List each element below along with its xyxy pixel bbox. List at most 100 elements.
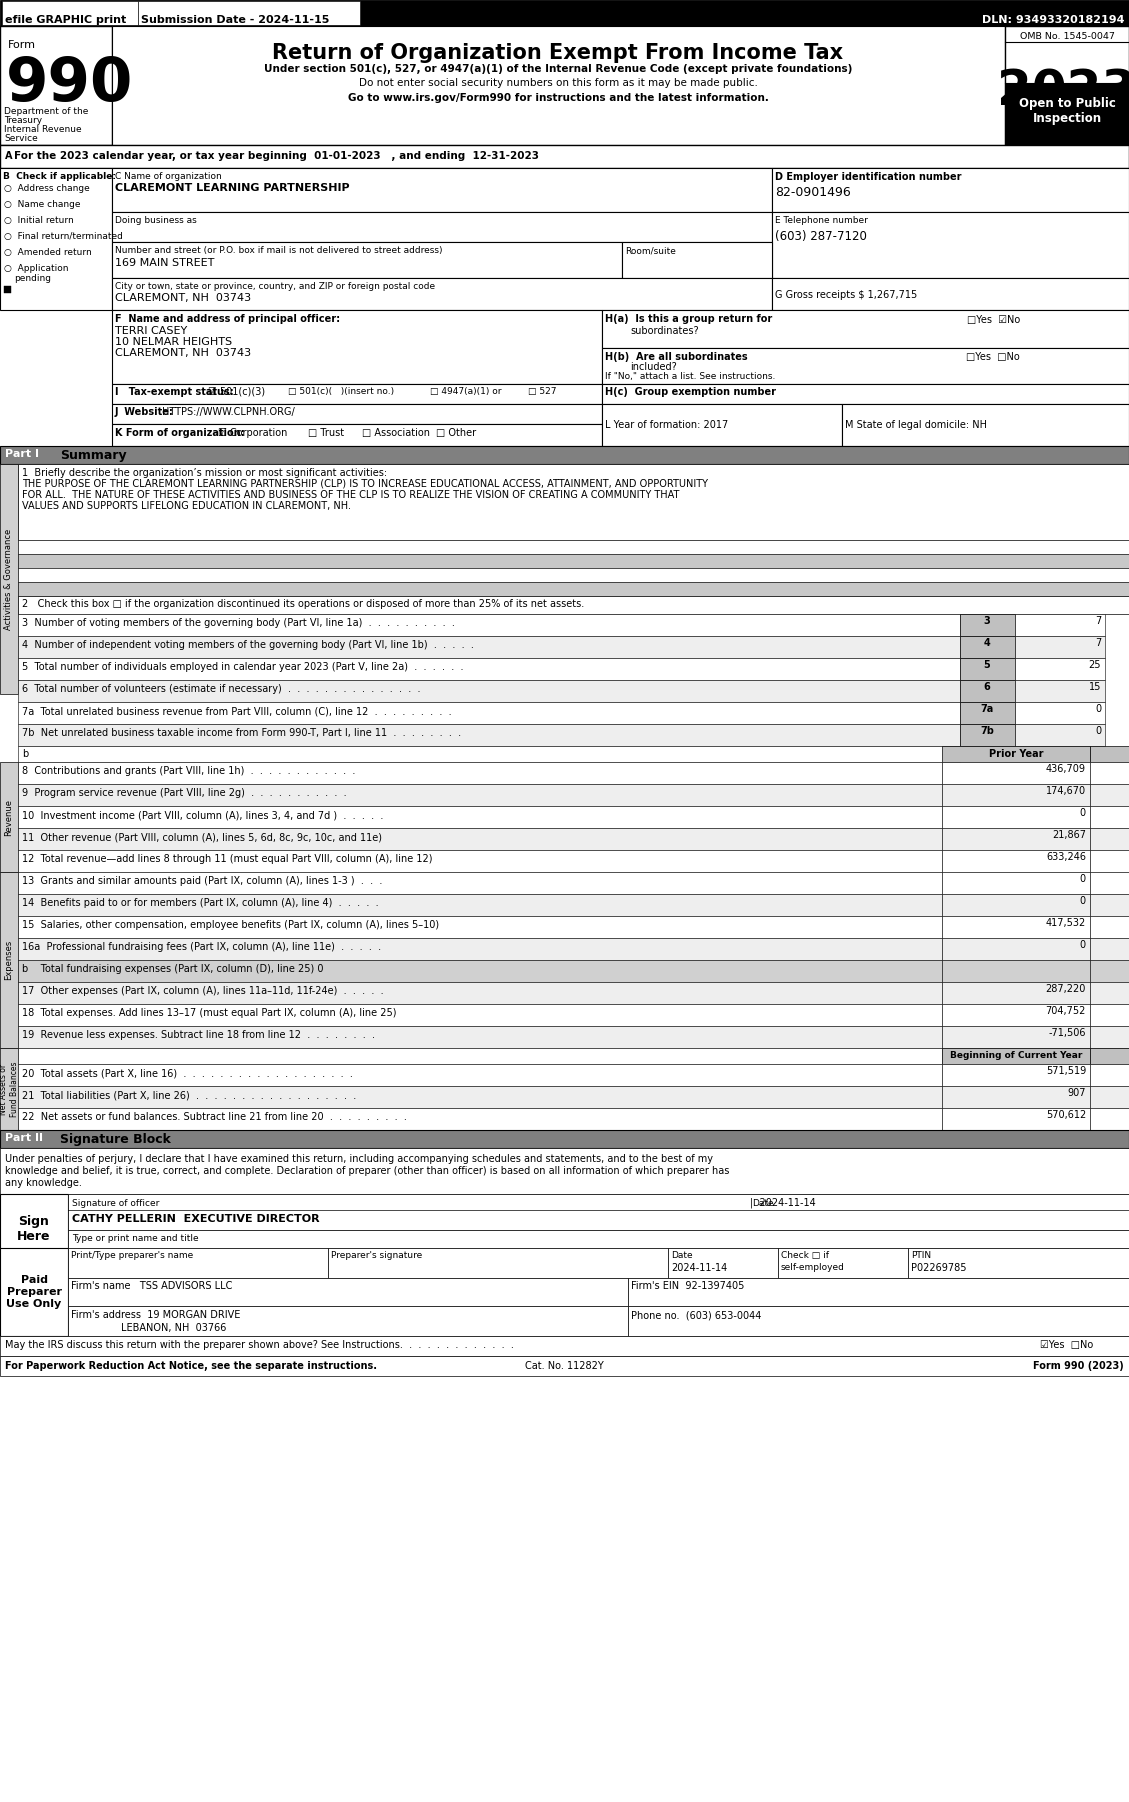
Bar	[778, 1249, 908, 1278]
Text: 4  Number of independent voting members of the governing body (Part VI, line 1b): 4 Number of independent voting members o…	[21, 640, 474, 651]
Text: b    Total fundraising expenses (Part IX, column (D), line 25) 0: b Total fundraising expenses (Part IX, c…	[21, 964, 324, 975]
Bar	[18, 805, 942, 827]
Text: ○  Application: ○ Application	[5, 265, 69, 272]
Bar	[772, 168, 1129, 213]
Text: □ Other: □ Other	[436, 429, 476, 438]
Bar	[18, 872, 942, 894]
Bar	[1089, 1025, 1129, 1049]
Bar	[1089, 1087, 1129, 1108]
Bar	[1005, 83, 1129, 144]
Bar	[18, 596, 1129, 614]
Bar	[18, 679, 960, 703]
Text: 82-0901496: 82-0901496	[774, 186, 851, 198]
Bar	[1089, 1004, 1129, 1025]
Text: 6  Total number of volunteers (estimate if necessary)  .  .  .  .  .  .  .  .  .: 6 Total number of volunteers (estimate i…	[21, 685, 420, 694]
Bar	[18, 724, 960, 746]
Bar	[18, 1004, 942, 1025]
Text: 22  Net assets or fund balances. Subtract line 21 from line 20  .  .  .  .  .  .: 22 Net assets or fund balances. Subtract…	[21, 1112, 406, 1123]
Text: □ 501(c)(   )(insert no.): □ 501(c)( )(insert no.)	[288, 387, 394, 396]
Bar	[942, 827, 1089, 851]
Bar	[0, 1335, 1129, 1355]
Bar	[1015, 636, 1105, 658]
Bar	[0, 1148, 1129, 1195]
Text: P02269785: P02269785	[911, 1263, 966, 1272]
Text: 19  Revenue less expenses. Subtract line 18 from line 12  .  .  .  .  .  .  .  .: 19 Revenue less expenses. Subtract line …	[21, 1031, 375, 1040]
Bar	[1089, 827, 1129, 851]
Text: City or town, state or province, country, and ZIP or foreign postal code: City or town, state or province, country…	[115, 281, 435, 290]
Text: Net Assets or
Fund Balances: Net Assets or Fund Balances	[0, 1061, 19, 1117]
Text: Department of the: Department of the	[5, 106, 88, 115]
Bar	[68, 1249, 329, 1278]
Text: any knowledge.: any knowledge.	[5, 1179, 82, 1188]
Bar	[772, 278, 1129, 310]
Bar	[0, 0, 1129, 25]
Bar	[1089, 805, 1129, 827]
Text: Submission Date - 2024-11-15: Submission Date - 2024-11-15	[141, 14, 330, 25]
Text: Doing business as: Doing business as	[115, 216, 196, 225]
Text: 8  Contributions and grants (Part VIII, line 1h)  .  .  .  .  .  .  .  .  .  .  : 8 Contributions and grants (Part VIII, l…	[21, 766, 356, 777]
Bar	[0, 872, 18, 1049]
Bar	[18, 894, 942, 915]
Text: ○  Name change: ○ Name change	[5, 200, 80, 209]
Bar	[0, 1195, 68, 1263]
Bar	[622, 241, 772, 278]
Text: CLAREMONT, NH  03743: CLAREMONT, NH 03743	[115, 348, 251, 359]
Text: E Telephone number: E Telephone number	[774, 216, 868, 225]
Bar	[18, 784, 942, 805]
Bar	[942, 784, 1089, 805]
Text: □ 4947(a)(1) or: □ 4947(a)(1) or	[430, 387, 501, 396]
Text: Cat. No. 11282Y: Cat. No. 11282Y	[525, 1361, 603, 1371]
Bar	[0, 1130, 1129, 1148]
Text: H(b)  Are all subordinates: H(b) Are all subordinates	[605, 351, 747, 362]
Text: 2023: 2023	[997, 67, 1129, 115]
Bar	[18, 703, 960, 724]
Text: 2   Check this box □ if the organization discontinued its operations or disposed: 2 Check this box □ if the organization d…	[21, 598, 584, 609]
Bar	[68, 1306, 628, 1335]
Text: 3: 3	[983, 616, 990, 625]
Bar	[112, 310, 602, 384]
Bar	[18, 762, 942, 784]
Text: Firm's address  19 MORGAN DRIVE: Firm's address 19 MORGAN DRIVE	[71, 1310, 240, 1321]
Bar	[942, 1004, 1089, 1025]
Text: 7a  Total unrelated business revenue from Part VIII, column (C), line 12  .  .  : 7a Total unrelated business revenue from…	[21, 706, 452, 715]
Bar	[18, 541, 1129, 553]
Text: Internal Revenue: Internal Revenue	[5, 124, 81, 133]
Text: 6: 6	[983, 681, 990, 692]
Bar	[942, 762, 1089, 784]
Bar	[18, 1063, 942, 1087]
Bar	[942, 1063, 1089, 1087]
Bar	[942, 1108, 1089, 1130]
Text: |  2024-11-14: | 2024-11-14	[750, 1197, 816, 1207]
Bar	[602, 404, 842, 447]
Text: 704,752: 704,752	[1045, 1006, 1086, 1016]
Bar	[0, 1249, 68, 1335]
Text: efile GRAPHIC print: efile GRAPHIC print	[5, 14, 126, 25]
Bar	[0, 144, 1129, 168]
Bar	[1015, 679, 1105, 703]
Bar	[18, 851, 942, 872]
Text: M State of legal domicile: NH: M State of legal domicile: NH	[844, 420, 987, 431]
Text: (603) 287-7120: (603) 287-7120	[774, 231, 867, 243]
Bar	[942, 1049, 1089, 1063]
Bar	[68, 1195, 1129, 1231]
Text: A: A	[5, 151, 12, 160]
Bar	[0, 25, 112, 144]
Bar	[18, 582, 1129, 596]
Text: CLAREMONT, NH  03743: CLAREMONT, NH 03743	[115, 294, 251, 303]
Bar	[942, 805, 1089, 827]
Text: Sign
Here: Sign Here	[17, 1215, 51, 1243]
Text: Do not enter social security numbers on this form as it may be made public.: Do not enter social security numbers on …	[359, 77, 758, 88]
Text: 1  Briefly describe the organization’s mission or most significant activities:: 1 Briefly describe the organization’s mi…	[21, 469, 387, 478]
Text: □ Association: □ Association	[362, 429, 430, 438]
Text: 7: 7	[1095, 638, 1101, 649]
Text: 7a: 7a	[980, 705, 994, 714]
Text: 169 MAIN STREET: 169 MAIN STREET	[115, 258, 215, 268]
Text: PTIN: PTIN	[911, 1251, 931, 1260]
Text: CATHY PELLERIN  EXECUTIVE DIRECTOR: CATHY PELLERIN EXECUTIVE DIRECTOR	[72, 1215, 320, 1224]
Bar	[1005, 25, 1129, 144]
Bar	[18, 636, 960, 658]
Text: Expenses: Expenses	[5, 941, 14, 980]
Bar	[0, 762, 18, 872]
Text: 4: 4	[983, 638, 990, 649]
Text: Number and street (or P.O. box if mail is not delivered to street address): Number and street (or P.O. box if mail i…	[115, 247, 443, 256]
